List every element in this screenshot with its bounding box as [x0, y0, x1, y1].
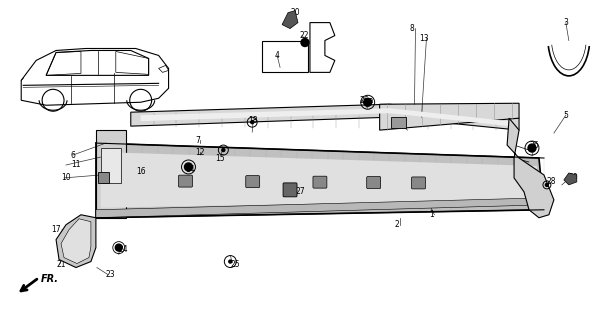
Bar [101, 148, 121, 183]
Polygon shape [56, 215, 96, 268]
Text: 6: 6 [71, 150, 76, 160]
Circle shape [222, 148, 225, 152]
Circle shape [364, 98, 371, 106]
Text: 7: 7 [196, 136, 200, 145]
Polygon shape [380, 103, 519, 130]
Circle shape [301, 38, 309, 46]
Text: 2: 2 [395, 220, 400, 229]
Text: 15: 15 [215, 154, 225, 163]
Polygon shape [282, 11, 298, 28]
Text: 12: 12 [196, 148, 205, 156]
Polygon shape [140, 108, 509, 126]
Text: 24: 24 [119, 245, 128, 254]
Text: 13: 13 [419, 34, 429, 43]
Circle shape [229, 260, 232, 263]
Circle shape [251, 121, 254, 124]
FancyBboxPatch shape [283, 183, 297, 197]
Text: 23: 23 [106, 270, 115, 279]
Polygon shape [131, 104, 519, 130]
Text: 8: 8 [410, 24, 414, 33]
Text: 11: 11 [71, 160, 80, 170]
Text: 3: 3 [564, 18, 569, 27]
Polygon shape [61, 219, 91, 264]
Polygon shape [101, 152, 537, 208]
Text: 26: 26 [529, 140, 539, 149]
Circle shape [528, 144, 536, 152]
Circle shape [185, 163, 193, 171]
Circle shape [545, 183, 548, 186]
FancyBboxPatch shape [391, 117, 406, 128]
Text: 27: 27 [295, 188, 305, 196]
Text: 28: 28 [547, 177, 556, 187]
Text: 26a: 26a [360, 96, 374, 105]
Text: 21: 21 [56, 260, 65, 269]
FancyBboxPatch shape [246, 176, 260, 188]
Text: 14: 14 [185, 165, 195, 174]
Polygon shape [96, 198, 544, 218]
Text: 20: 20 [569, 173, 578, 182]
Text: 18: 18 [248, 116, 258, 125]
Text: 1: 1 [430, 210, 434, 219]
Text: 20: 20 [290, 8, 299, 17]
FancyBboxPatch shape [367, 177, 380, 188]
Text: FR.: FR. [41, 275, 59, 284]
Text: 25: 25 [230, 260, 240, 269]
Text: 5: 5 [564, 111, 569, 120]
Polygon shape [507, 118, 554, 218]
FancyBboxPatch shape [412, 177, 425, 189]
Text: 9: 9 [395, 121, 400, 130]
FancyBboxPatch shape [98, 172, 109, 183]
Text: 19: 19 [61, 237, 71, 246]
FancyBboxPatch shape [179, 175, 193, 187]
Text: 17: 17 [51, 225, 61, 234]
Text: 10: 10 [61, 173, 71, 182]
Text: 22: 22 [300, 31, 310, 40]
Text: 16: 16 [136, 167, 145, 176]
Polygon shape [564, 173, 577, 185]
Circle shape [115, 244, 122, 251]
Text: 4: 4 [275, 51, 280, 60]
Polygon shape [96, 143, 544, 218]
FancyBboxPatch shape [313, 176, 327, 188]
Polygon shape [96, 130, 126, 218]
